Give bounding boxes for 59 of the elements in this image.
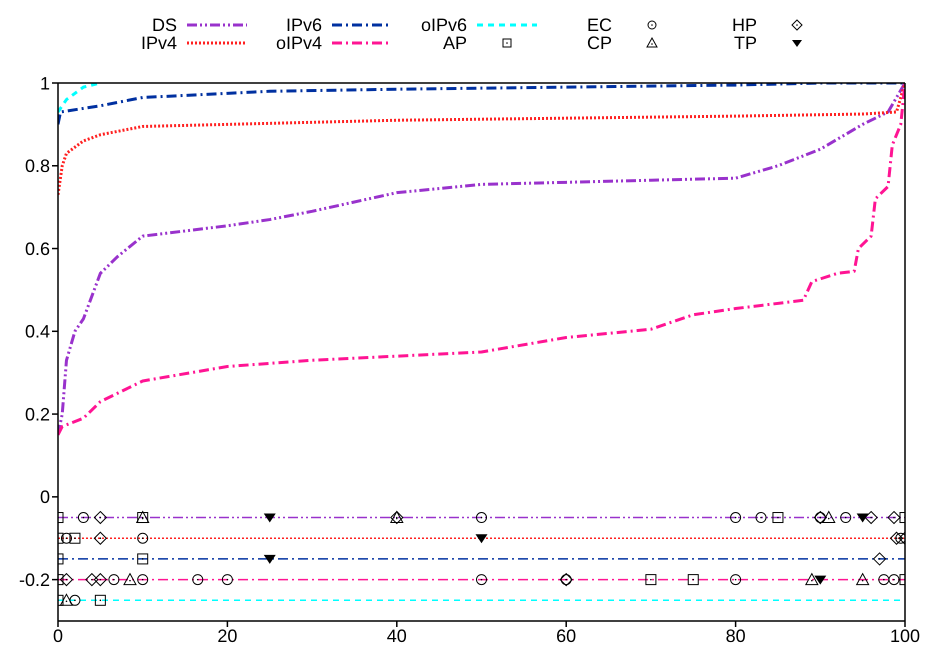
point (730, 512, 742, 524)
point (85, 573, 98, 586)
legend-label: CP (586, 33, 612, 53)
point (805, 573, 818, 586)
point (873, 552, 886, 566)
point (822, 511, 836, 524)
x-tick-label: 60 (556, 626, 576, 646)
y-tick-label: 0.4 (24, 322, 50, 342)
legend-label: IPv6 (286, 15, 322, 35)
point (756, 512, 767, 524)
legend-label: DS (152, 15, 177, 35)
x-tick-label: 80 (726, 626, 746, 646)
point (856, 514, 869, 523)
y-tick-label: 0.2 (24, 404, 50, 424)
point (264, 554, 276, 564)
point (94, 532, 107, 545)
y-tick-label: 0.8 (24, 156, 50, 176)
point (864, 511, 878, 524)
point (69, 594, 80, 606)
y-tick-label: 1 (40, 73, 50, 94)
point (108, 574, 120, 586)
legend-label: IPv4 (140, 33, 177, 53)
legend-label: EC (586, 15, 612, 35)
legend-label: HP (732, 15, 757, 35)
point (192, 574, 204, 586)
point (476, 534, 488, 544)
x-tick-label: 0 (52, 626, 64, 646)
point (887, 511, 900, 524)
point (888, 574, 900, 586)
point (814, 576, 826, 585)
point (137, 532, 148, 544)
point (123, 573, 136, 586)
point (60, 573, 73, 586)
x-tick-label: 20 (217, 626, 238, 646)
point (840, 512, 852, 524)
legend-label: oIPv6 (420, 15, 467, 35)
point (94, 511, 107, 524)
point (78, 512, 89, 524)
y-tick-label: 0.6 (24, 238, 50, 259)
x-tick-label: 100 (890, 626, 920, 646)
point (60, 594, 73, 606)
point (476, 574, 487, 586)
point (895, 532, 905, 544)
point (222, 574, 233, 586)
point (137, 574, 148, 586)
point (476, 512, 487, 524)
point (856, 573, 870, 586)
legend-label: AP (442, 33, 467, 53)
legend-label: TP (734, 33, 757, 53)
x-tick-label: 40 (386, 626, 407, 646)
y-tick-label: 0 (40, 487, 50, 508)
point (890, 532, 904, 545)
y-tick-label: -0.2 (18, 570, 50, 590)
point (730, 574, 742, 586)
legend-label: oIPv4 (276, 33, 322, 53)
point (60, 532, 72, 544)
point (878, 574, 890, 586)
point (264, 514, 276, 523)
point (94, 573, 107, 586)
